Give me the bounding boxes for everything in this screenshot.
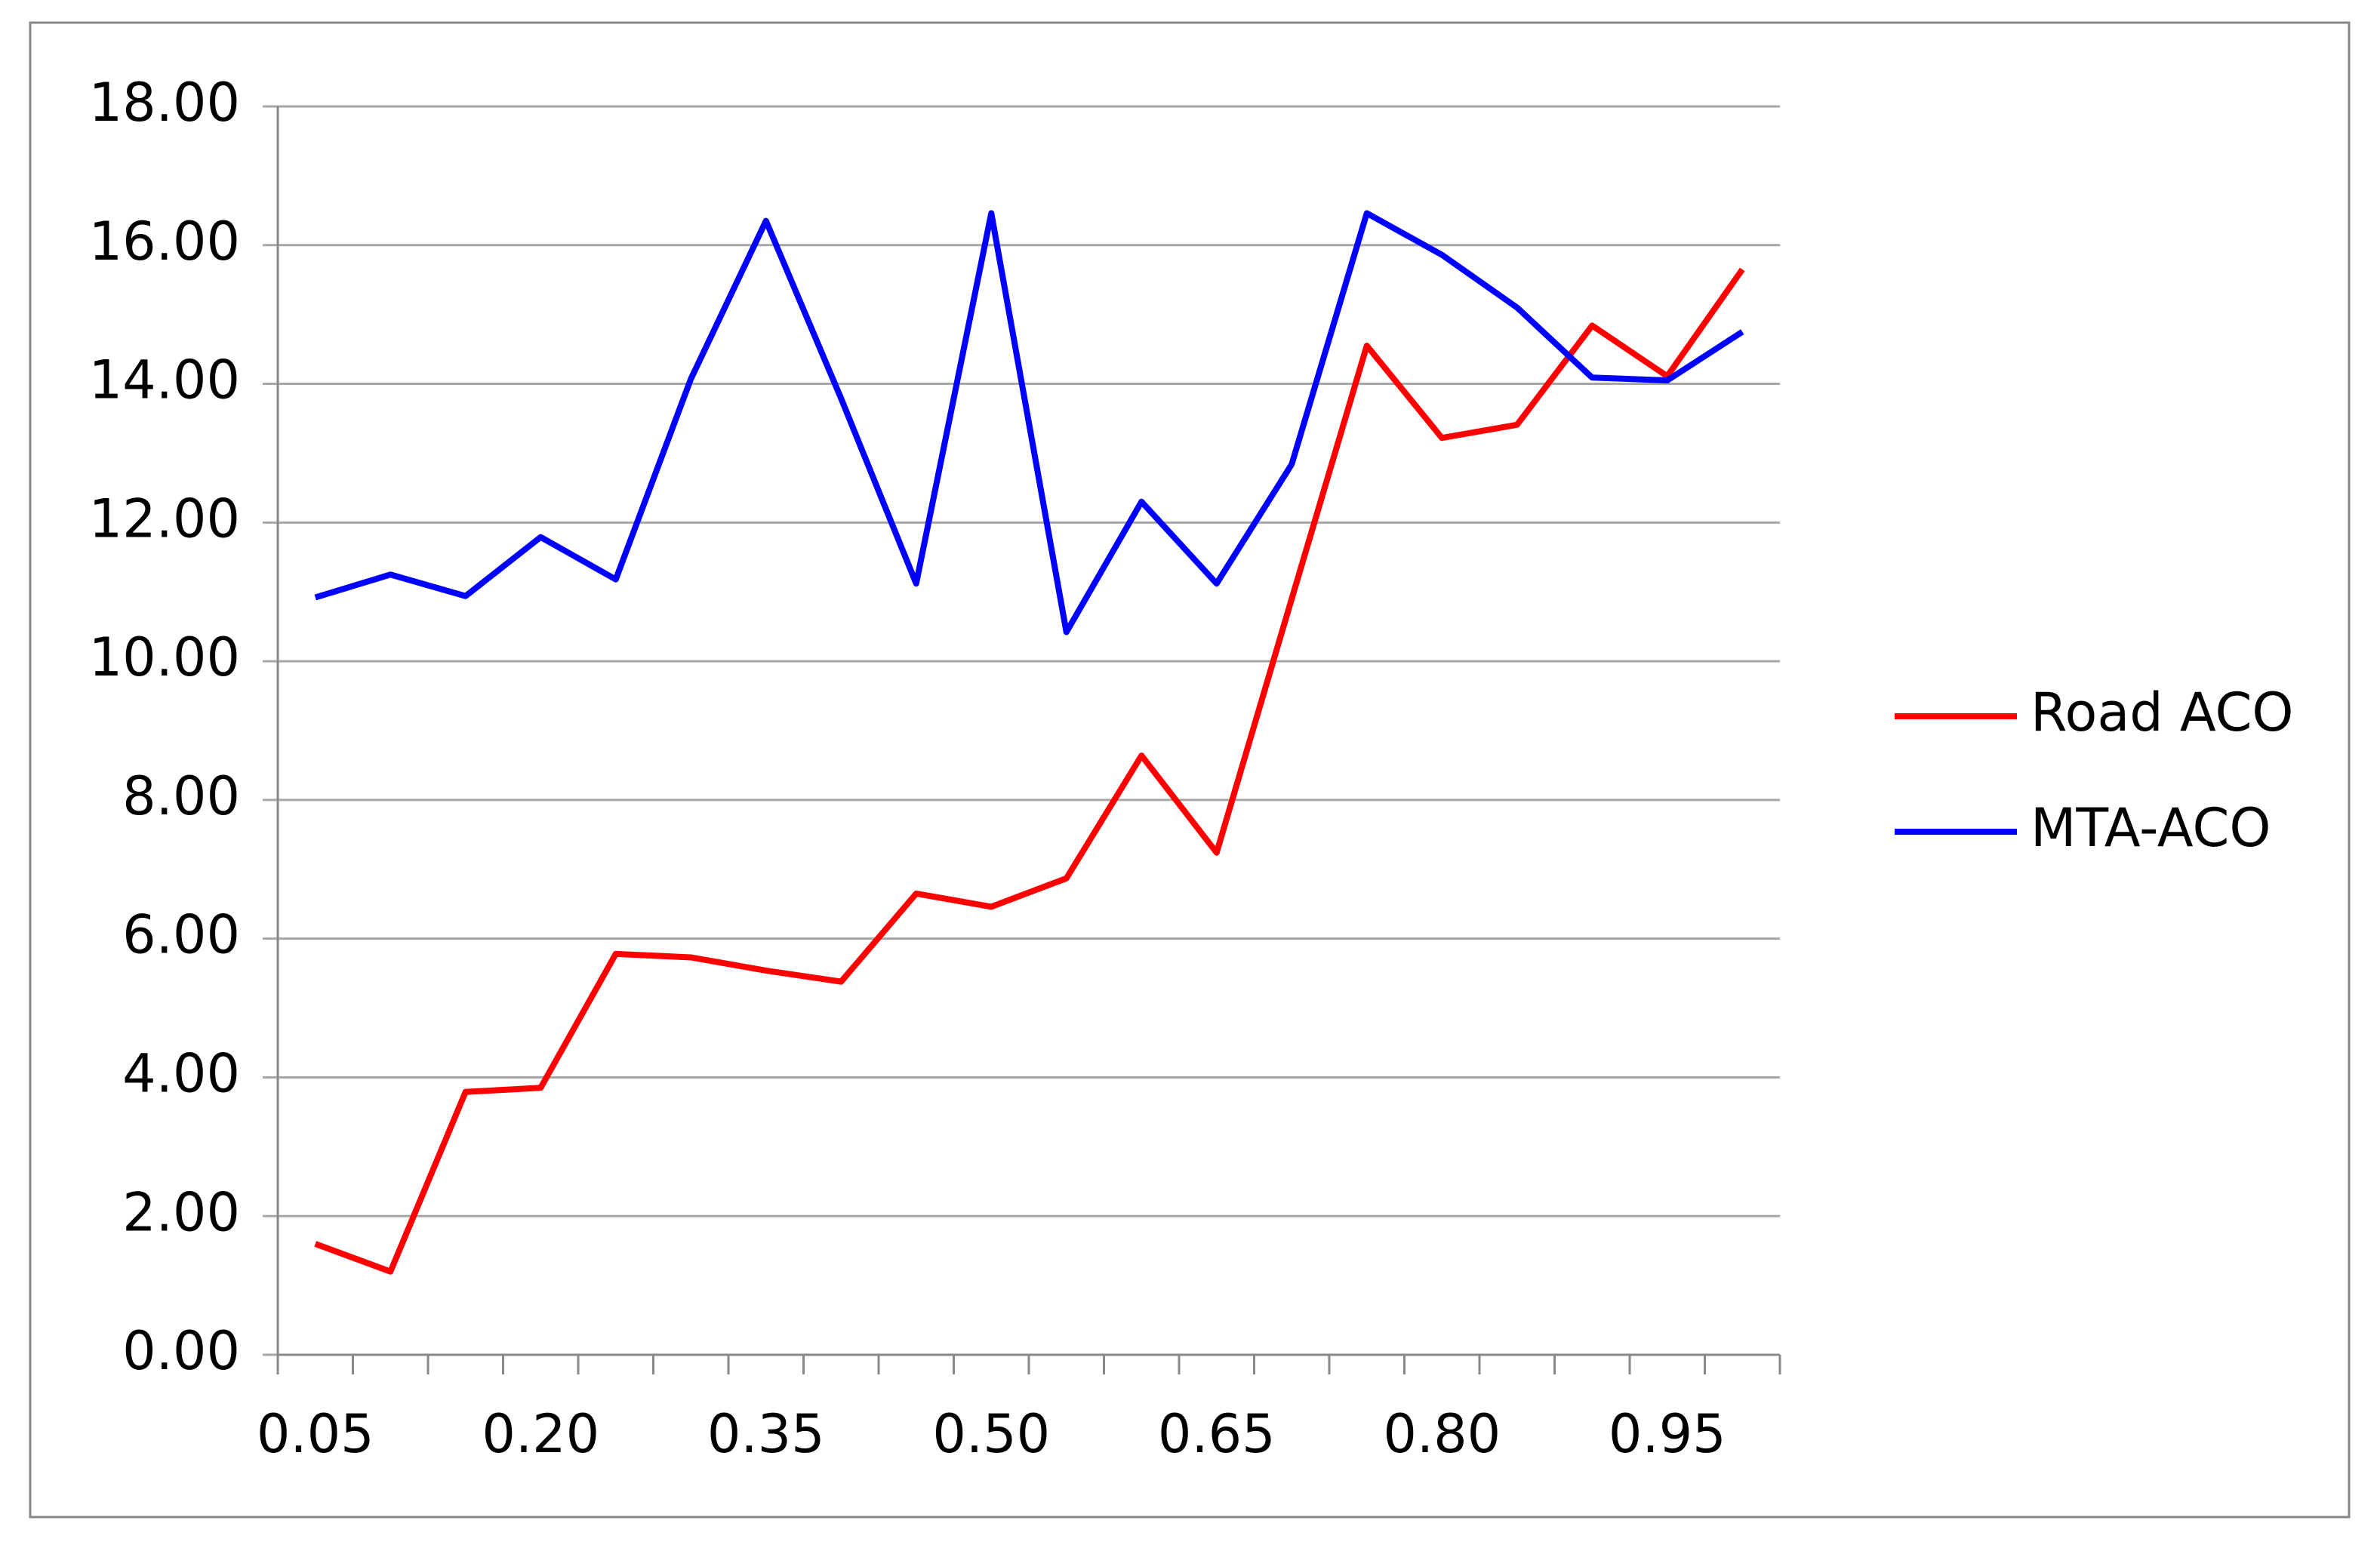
x-tick-label: 0.50 — [932, 1403, 1050, 1465]
legend-label: MTA-ACO — [2031, 797, 2271, 859]
y-tick-label: 6.00 — [122, 904, 240, 966]
x-tick-label: 0.05 — [257, 1403, 374, 1465]
y-tick-label: 8.00 — [122, 765, 240, 827]
x-tick-label: 0.35 — [707, 1403, 825, 1465]
y-tick-label: 18.00 — [89, 72, 240, 134]
x-tick-label: 0.20 — [482, 1403, 599, 1465]
x-tick-label: 0.65 — [1158, 1403, 1276, 1465]
y-tick-label: 16.00 — [89, 211, 240, 272]
series-line — [314, 267, 1745, 1275]
y-tick-label: 2.00 — [122, 1181, 240, 1243]
y-tick-label: 12.00 — [89, 488, 240, 549]
x-tick-label: 0.80 — [1383, 1403, 1501, 1465]
chart-border — [29, 21, 2351, 1519]
y-tick-label: 14.00 — [89, 349, 240, 411]
y-tick-label: 4.00 — [122, 1042, 240, 1104]
series-line — [314, 210, 1744, 636]
x-tick-label: 0.95 — [1609, 1403, 1726, 1465]
y-tick-label: 0.00 — [122, 1320, 240, 1382]
legend-label: Road ACO — [2031, 682, 2294, 743]
y-tick-label: 10.00 — [89, 626, 240, 688]
